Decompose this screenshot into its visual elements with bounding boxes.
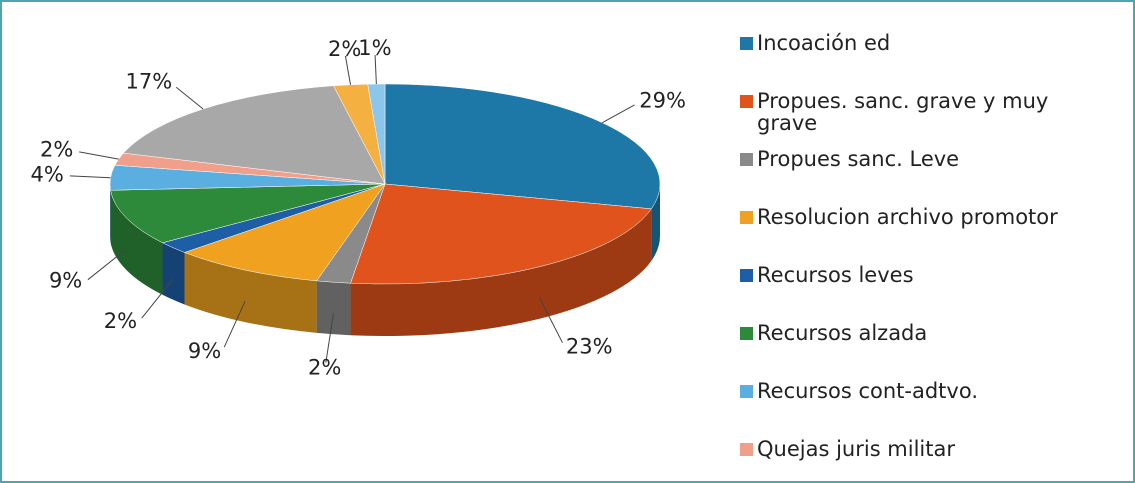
legend-swatch (740, 95, 753, 108)
leader-line (374, 55, 377, 85)
legend-swatch (740, 327, 753, 340)
legend-swatch (740, 211, 753, 224)
legend-item: Propues. sanc. grave y muy grave (740, 90, 1080, 134)
pie-side (162, 242, 185, 305)
pie-side (110, 190, 163, 295)
pie-chart: 29%23%2%9%2%9%4%2%17%2%1% (31, 36, 686, 380)
data-label: 2% (308, 356, 341, 380)
data-label: 17% (126, 70, 173, 94)
pie-side (184, 252, 317, 333)
legend-label: Recursos cont-adtvo. (757, 379, 978, 403)
data-label: 9% (49, 269, 82, 293)
data-label: 2% (104, 309, 137, 333)
pie-slice (350, 183, 652, 285)
pie-side (350, 208, 652, 336)
leader-line (175, 86, 204, 110)
legend-item: Recursos leves (740, 264, 1080, 286)
data-label: 2% (40, 137, 73, 161)
legend-swatch (740, 269, 753, 282)
legend-item: Incoación ed (740, 32, 1080, 54)
legend-item: Propues sanc. Leve (740, 148, 1080, 170)
pie-side (651, 184, 660, 261)
legend-label: Propues. sanc. grave y muy grave (757, 89, 1049, 135)
pie-slice (384, 83, 661, 210)
data-label: 23% (566, 335, 613, 359)
data-label: 2% (328, 37, 361, 61)
legend-label: Recursos leves (757, 263, 914, 287)
data-label: 29% (639, 88, 686, 112)
legend-swatch (740, 37, 753, 50)
legend-label: Resolucion archivo promotor (757, 205, 1058, 229)
legend-swatch (740, 443, 753, 456)
legend-swatch (740, 153, 753, 166)
leader-line (223, 301, 246, 348)
pie-slice (183, 183, 386, 282)
legend-swatch (740, 385, 753, 398)
leader-line (141, 278, 174, 319)
leader-line (344, 55, 352, 85)
legend-label: Incoación ed (757, 31, 891, 55)
legend-label: Propues sanc. Leve (757, 147, 960, 171)
legend-item: Quejas juris militar (740, 438, 1080, 460)
pie-side (316, 280, 351, 336)
pie-slice (110, 183, 386, 244)
legend-label: Recursos alzada (757, 321, 928, 345)
leader-line (87, 248, 127, 281)
data-label: 9% (188, 339, 221, 363)
leader-line (79, 151, 119, 160)
leader-line (602, 104, 635, 124)
leader-line (539, 297, 563, 343)
data-label: 1% (358, 36, 391, 60)
legend-item: Recursos cont-adtvo. (740, 380, 1080, 402)
legend-item: Recursos alzada (740, 322, 1080, 344)
leader-line (69, 175, 111, 179)
legend-label: Quejas juris militar (757, 437, 956, 461)
leader-line (325, 313, 334, 363)
pie-side (110, 184, 111, 243)
data-label: 4% (31, 163, 64, 187)
legend-item: Resolucion archivo promotor (740, 206, 1080, 228)
